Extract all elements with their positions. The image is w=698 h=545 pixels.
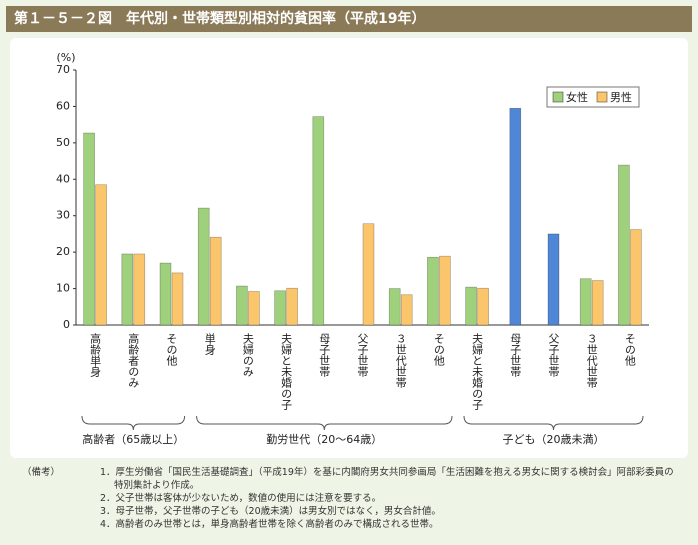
bar <box>388 288 401 326</box>
bar <box>274 290 286 326</box>
bar <box>286 287 298 326</box>
x-tick-label: 父子世帯 <box>356 333 369 377</box>
bar <box>618 164 630 326</box>
x-tick-label: 父子世帯 <box>547 333 560 377</box>
bar <box>579 278 592 326</box>
legend-box <box>546 86 640 108</box>
legend-swatch <box>552 91 564 103</box>
chart-title: 第１－５－２図 年代別・世帯類型別相対的貧困率（平成19年） <box>6 6 692 32</box>
x-tick-label: 母子世帯 <box>318 333 331 377</box>
y-tick-label: 50 <box>56 136 70 149</box>
notes: （備考） 1．厚生労働省「国民生活基礎調査」（平成19年）を基に内閣府男女共同参… <box>22 466 682 531</box>
group-label: 高齢者（65歳以上） <box>82 432 184 446</box>
x-tick-label: 夫婦のみ <box>241 333 254 377</box>
note: 2．父子世帯は客体が少ないため，数値の使用には注意を要する。 <box>100 493 382 504</box>
x-tick-label: その他 <box>165 333 178 366</box>
bar <box>465 286 477 326</box>
bar <box>362 223 375 326</box>
group-brace <box>463 415 644 431</box>
bar <box>439 255 451 326</box>
note: 3．母子世帯，父子世帯の子ども（20歳未満）は男女別ではなく，男女合計値。 <box>100 506 441 517</box>
y-tick-label: 30 <box>56 209 70 222</box>
bar <box>171 272 184 326</box>
bar <box>312 116 325 326</box>
note: 4．高齢者のみ世帯とは，単身高齢者世帯を除く高齢者のみで構成される世帯。 <box>100 519 439 530</box>
x-tick-label: ３世代世帯 <box>585 333 598 388</box>
bar <box>477 287 489 326</box>
y-tick-label: 20 <box>56 245 70 258</box>
y-unit: (%) <box>56 51 75 64</box>
bar <box>197 207 210 326</box>
bar <box>95 184 107 326</box>
y-tick-label: 0 <box>63 318 70 331</box>
bar <box>547 233 560 326</box>
bar <box>591 280 604 326</box>
y-tick-label: 60 <box>56 99 70 112</box>
y-tick-label: 10 <box>56 282 70 295</box>
note: 1．厚生労働省「国民生活基礎調査」（平成19年）を基に内閣府男女共同参画局「生活… <box>100 467 674 491</box>
bar <box>509 107 522 326</box>
bar <box>236 285 248 326</box>
legend-label: 女性 <box>566 90 588 104</box>
x-tick-label: その他 <box>623 333 636 366</box>
bar <box>121 253 134 326</box>
legend-swatch <box>596 91 608 103</box>
group-brace <box>81 415 186 431</box>
bar <box>133 253 146 326</box>
group-label: 勤労世代（20～64歳） <box>266 432 382 446</box>
x-tick-label: 夫婦と未婚の子 <box>471 333 484 410</box>
bar <box>427 256 439 326</box>
bar <box>209 236 222 326</box>
bar <box>630 229 642 326</box>
bar <box>248 291 260 326</box>
x-tick-label: ３世代世帯 <box>394 333 407 388</box>
y-tick-label: 40 <box>56 172 70 185</box>
bar <box>83 132 95 326</box>
y-tick-label: 70 <box>56 63 70 76</box>
x-tick-label: 夫婦と未婚の子 <box>280 333 293 410</box>
x-tick-label: 単身 <box>203 332 216 356</box>
legend-label: 男性 <box>610 90 632 104</box>
group-brace <box>196 415 453 431</box>
notes-label: （備考） <box>22 467 61 478</box>
bar <box>400 294 413 326</box>
x-tick-label: その他 <box>432 333 445 366</box>
x-tick-label: 母子世帯 <box>509 333 522 377</box>
group-label: 子ども（20歳未満） <box>503 433 605 446</box>
x-tick-label: 高齢単身 <box>89 332 102 378</box>
bar <box>159 262 172 326</box>
x-tick-label: 高齢者のみ <box>127 332 140 388</box>
